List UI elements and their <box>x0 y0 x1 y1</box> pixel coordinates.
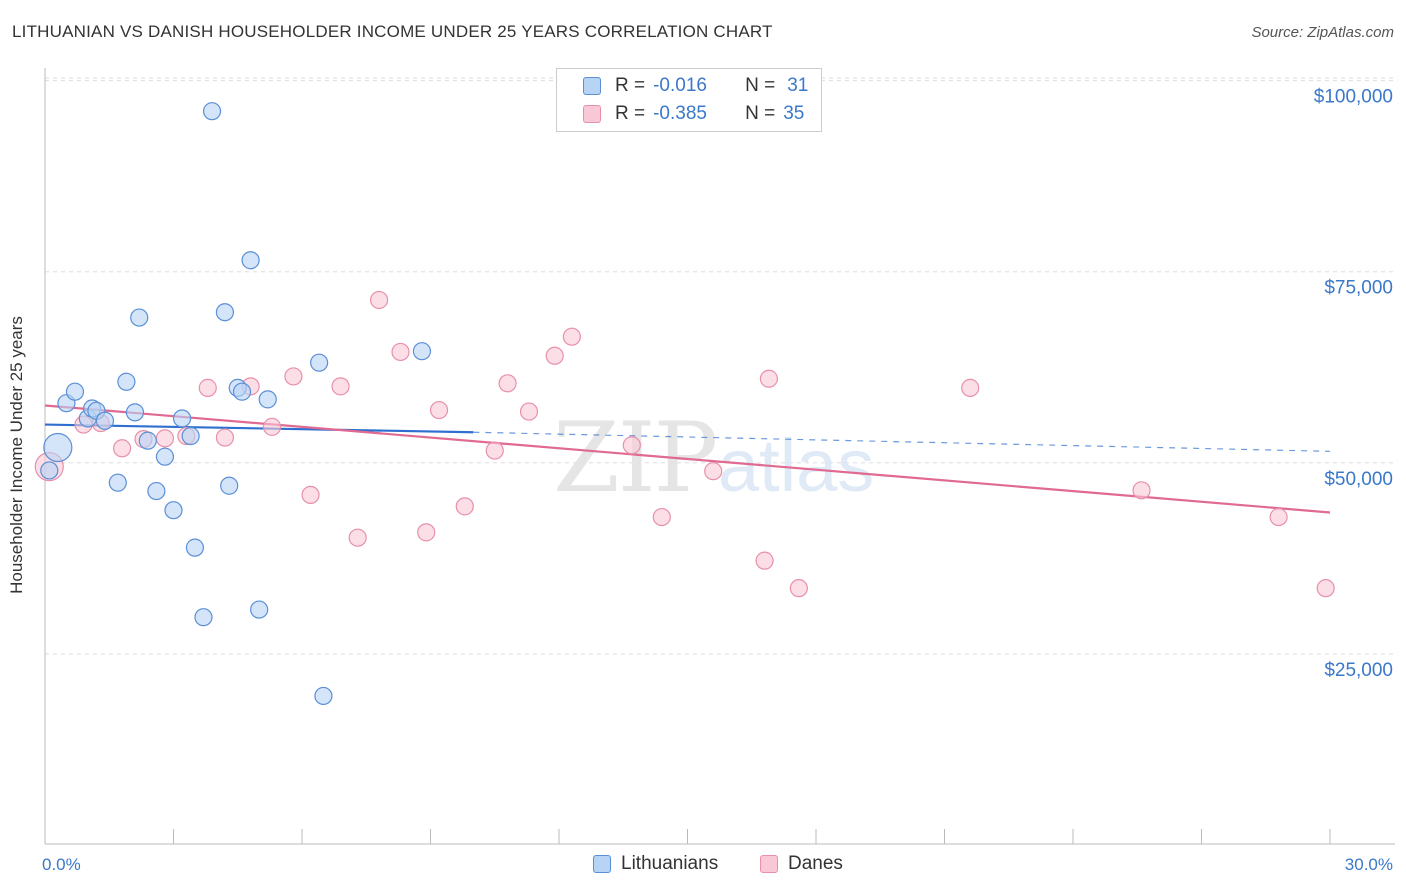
danes-point <box>755 551 774 570</box>
danes-point <box>562 327 581 346</box>
lithuanians-swatch <box>583 77 601 95</box>
danes-point <box>961 378 980 397</box>
lithuanians-point <box>194 608 213 627</box>
danes-point <box>545 346 564 365</box>
tick-labels: $25,000 $50,000 $75,000 $100,000 0.0% 30.0% <box>42 87 1393 874</box>
lithuanians-point <box>310 353 329 372</box>
lithuanians-point <box>108 473 127 492</box>
danes-legend-swatch <box>760 855 778 873</box>
lithuanians-point <box>95 411 115 430</box>
danes-point <box>652 507 671 527</box>
trend-lines <box>44 404 1331 514</box>
danes-point <box>284 367 303 386</box>
danes-point <box>455 497 474 516</box>
danes-point <box>498 374 517 393</box>
chart-title: LITHUANIAN VS DANISH HOUSEHOLDER INCOME … <box>12 22 773 41</box>
lithuanians-point <box>147 481 166 501</box>
danes-point <box>1132 481 1151 500</box>
danes-r-value: -0.385 <box>653 103 707 124</box>
lithuanians-point <box>164 501 183 520</box>
danes-point <box>331 377 350 396</box>
lithuanians-point <box>185 538 205 557</box>
lithuanians-legend-label: Lithuanians <box>621 853 719 874</box>
danes-point <box>215 428 234 447</box>
source-label: Source: ZipAtlas.com <box>1251 24 1394 41</box>
lithuanians-point <box>172 409 192 428</box>
stats-legend: R = -0.016 N = 31 R = -0.385 N = 35 <box>556 68 822 132</box>
n-label: N = <box>745 75 776 96</box>
lithuanians-point <box>40 461 59 480</box>
danes-point <box>485 441 504 460</box>
legend-item-danes: Danes <box>760 852 843 876</box>
lithuanians-point <box>125 403 145 422</box>
lithuanians-point <box>220 476 239 495</box>
y-tick-label: $25,000 <box>1324 660 1393 681</box>
danes-point <box>391 342 410 362</box>
danes-point <box>759 369 778 388</box>
danes-point <box>370 290 389 310</box>
watermark-atlas: atlas <box>718 424 874 507</box>
danes-legend-label: Danes <box>788 853 843 874</box>
r-label: R = <box>615 103 646 124</box>
gridlines <box>45 77 1395 655</box>
danes-point <box>301 485 320 505</box>
watermark: ZIP atlas <box>553 402 874 514</box>
r-label: R = <box>615 75 646 96</box>
lithuanians-point <box>155 447 175 466</box>
danes-point <box>348 528 367 547</box>
legend-item-lithuanians: Lithuanians <box>593 852 718 876</box>
lithuanians-point <box>138 431 157 450</box>
danes-point <box>704 462 723 481</box>
x-tick-label: 30.0% <box>1345 855 1393 874</box>
lithuanians-point <box>250 600 269 619</box>
legend-row-danes: R = -0.385 N = 35 <box>583 102 804 126</box>
lithuanians-point <box>232 382 252 401</box>
danes-point <box>1316 579 1335 598</box>
watermark-zip: ZIP <box>553 402 716 514</box>
lithuanians-n-value: 31 <box>787 75 809 96</box>
danes-point <box>622 436 641 455</box>
lithuanians-point <box>258 390 277 409</box>
y-tick-label: $100,000 <box>1314 87 1393 108</box>
lithuanians-point <box>65 382 85 401</box>
lithuanians-point <box>117 372 136 391</box>
legend-row-lithuanians: R = -0.016 N = 31 <box>583 74 808 98</box>
lithuanians-point <box>202 102 222 121</box>
danes-point <box>1269 507 1288 527</box>
lithuanians-point <box>215 303 234 322</box>
y-tick-label: $50,000 <box>1324 469 1393 490</box>
lithuanians-r-value: -0.016 <box>653 75 707 96</box>
danes-point <box>519 402 539 421</box>
danes-swatch <box>583 105 601 123</box>
lithuanians-point <box>241 251 260 270</box>
danes-n-value: 35 <box>783 103 805 124</box>
lithuanians-point <box>412 342 432 361</box>
danes-point <box>417 523 436 542</box>
lithuanians-trend-line <box>44 423 474 434</box>
lithuanians-point <box>314 686 333 706</box>
lithuanians-point <box>130 308 149 327</box>
danes-trend-line <box>44 404 1331 514</box>
danes-point <box>789 579 808 598</box>
danes-point <box>112 439 132 458</box>
danes-point <box>262 417 282 436</box>
danes-point <box>198 378 217 397</box>
danes-point <box>155 429 175 448</box>
x-tick-label: 0.0% <box>42 855 81 874</box>
lithuanians-point <box>43 432 73 463</box>
y-tick-label: $75,000 <box>1324 278 1393 299</box>
n-label: N = <box>745 103 776 124</box>
data-points <box>34 102 1335 706</box>
lithuanians-point <box>181 426 200 446</box>
lithuanians-legend-swatch <box>593 855 611 873</box>
danes-point <box>429 400 449 420</box>
